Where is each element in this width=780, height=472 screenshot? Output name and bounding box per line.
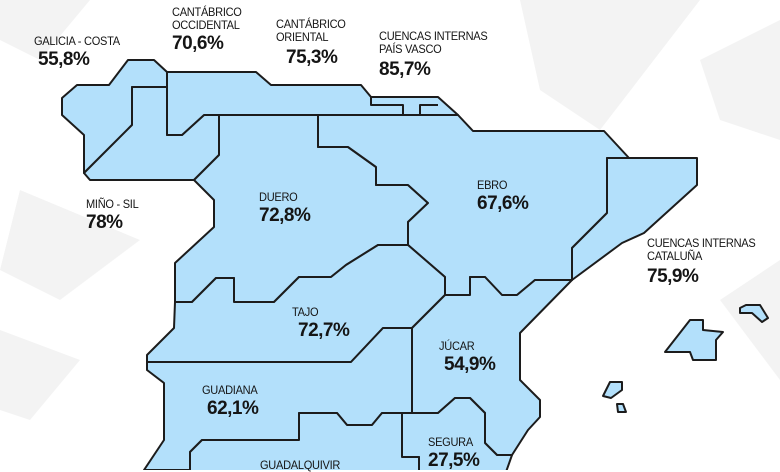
basin-value: 55,8% <box>38 49 90 70</box>
basin-name: GUADALQUIVIR <box>260 458 341 472</box>
island-mallorca <box>664 319 724 361</box>
basin-value: 75,9% <box>647 266 699 287</box>
background-shape <box>0 0 90 60</box>
island-menorca <box>739 304 769 323</box>
background-shape <box>0 330 80 420</box>
basin-value: 72,8% <box>259 205 311 226</box>
background-shape <box>700 20 780 140</box>
basin-label-segura: SEGURA 27,5% <box>428 435 480 471</box>
background-shape <box>0 190 140 300</box>
basin-label-cataluna: CUENCAS INTERNAS CATALUÑA 75,9% <box>647 236 765 287</box>
basin-label-cantabrico-occidental: CANTÁBRICO OCCIDENTAL 70,6% <box>172 5 248 54</box>
background-shape <box>720 260 780 380</box>
basin-value: 78% <box>86 212 123 233</box>
border-pais-vasco-west <box>370 97 404 115</box>
basin-value: 67,6% <box>477 193 529 214</box>
basin-name: EBRO <box>477 178 508 192</box>
basin-label-duero: DUERO 72,8% <box>259 190 311 226</box>
basin-value: 72,7% <box>298 320 350 341</box>
basin-name: CANTÁBRICO ORIENTAL <box>276 17 346 44</box>
basin-label-galicia-costa: GALICIA - COSTA 55,8% <box>34 34 127 70</box>
basin-label-mino-sil: MIÑO - SIL 78% <box>86 197 143 233</box>
basin-label-jucar: JÚCAR 54,9% <box>439 339 496 375</box>
basin-name: CUENCAS INTERNAS PAÍS VASCO <box>379 29 488 56</box>
basin-name: GALICIA - COSTA <box>34 34 120 48</box>
basin-name: GUADIANA <box>202 383 258 397</box>
background-shape <box>520 0 700 130</box>
basin-label-tajo: TAJO 72,7% <box>292 305 350 341</box>
basin-value: 62,1% <box>207 398 259 419</box>
region-guadalquivir <box>189 412 420 470</box>
basin-label-cantabrico-oriental: CANTÁBRICO ORIENTAL 75,3% <box>276 17 352 68</box>
basin-name: MIÑO - SIL <box>86 197 139 211</box>
basin-label-ebro: EBRO 67,6% <box>477 178 529 214</box>
border-pais-vasco-east <box>419 104 438 115</box>
basin-label-guadalquivir: GUADALQUIVIR <box>260 459 347 472</box>
basin-value: 85,7% <box>379 59 431 80</box>
island-ibiza <box>602 381 623 399</box>
basin-label-guadiana: GUADIANA 62,1% <box>202 383 262 419</box>
basin-name: TAJO <box>292 305 319 319</box>
basin-name: CANTÁBRICO OCCIDENTAL <box>172 5 242 32</box>
basin-value: 70,6% <box>172 33 224 54</box>
basin-name: DUERO <box>259 190 298 204</box>
region-cataluna <box>571 157 698 281</box>
basin-value: 75,3% <box>286 47 338 68</box>
basin-name: CUENCAS INTERNAS CATALUÑA <box>647 236 756 263</box>
island-formentera <box>616 403 627 413</box>
basin-name: JÚCAR <box>439 339 475 353</box>
basin-value: 27,5% <box>428 450 480 471</box>
basin-label-pais-vasco: CUENCAS INTERNAS PAÍS VASCO 85,7% <box>379 29 497 80</box>
basin-name: SEGURA <box>428 435 473 449</box>
basin-value: 54,9% <box>444 354 496 375</box>
